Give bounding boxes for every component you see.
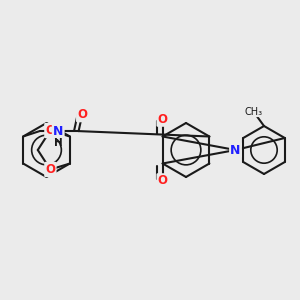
Text: O: O [158, 174, 168, 188]
Text: N: N [53, 124, 63, 138]
Text: O: O [158, 112, 168, 126]
Text: N: N [230, 143, 241, 157]
Text: O: O [45, 163, 56, 176]
Text: O: O [77, 108, 87, 121]
Text: O: O [45, 124, 56, 137]
Text: H: H [54, 137, 63, 148]
Text: CH₃: CH₃ [244, 106, 262, 117]
